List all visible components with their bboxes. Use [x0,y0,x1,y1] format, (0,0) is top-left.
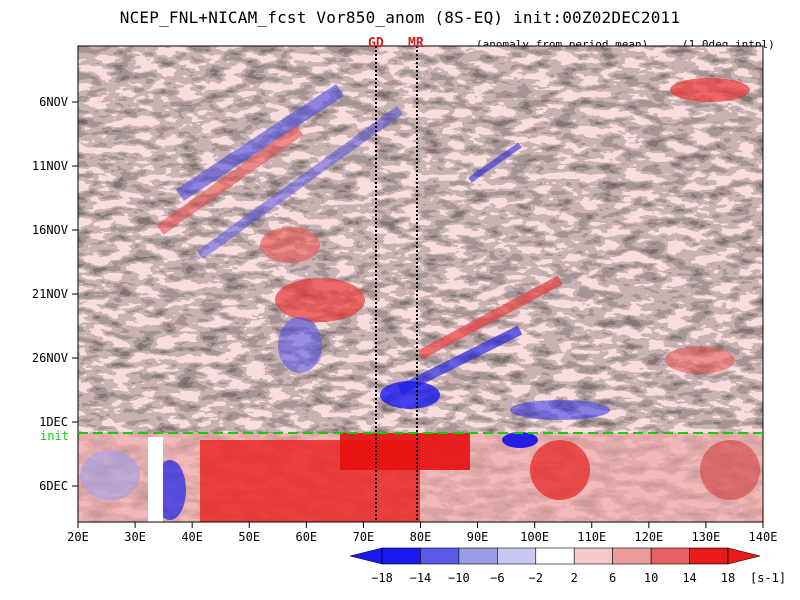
y-tick-label: 11NOV [32,159,68,173]
y-tick-label: 26NOV [32,351,68,365]
vorticity-field [78,46,763,522]
colorbar-tick-label: 10 [644,571,658,585]
colorbar-segment [381,547,421,565]
x-tick-label: 60E [295,530,317,544]
site-label-gd: GD [368,36,384,51]
colorbar-tick-label: 2 [571,571,578,585]
x-tick-label: 30E [124,530,146,544]
colorbar-tick-label: 18 [721,571,735,585]
colorbar-segment [535,547,575,565]
x-tick-label: 110E [577,530,606,544]
colorbar: −18 −14 −10 −6 −2 2 6 10 14 18 [s-1] [349,547,786,585]
x-tick-label: 40E [181,530,203,544]
x-tick-label: 80E [410,530,432,544]
colorbar-segment [420,547,460,565]
y-tick-label: 6NOV [39,95,68,109]
colorbar-tick-label: −14 [410,571,432,585]
colorbar-segment [497,547,537,565]
x-tick-label: 140E [749,530,778,544]
colorbar-tick-label: −18 [371,571,393,585]
y-tick-label: 1DEC [39,415,68,429]
y-tick-label: 6DEC [39,479,68,493]
colorbar-segment [612,547,652,565]
site-label-mr: MR [408,36,424,51]
x-tick-label: 70E [353,530,375,544]
x-tick-label: 90E [467,530,489,544]
y-tick-label: 21NOV [32,287,68,301]
x-tick-label: 120E [634,530,663,544]
colorbar-tick-label: −2 [529,571,543,585]
colorbar-segment [573,547,613,565]
y-axis: 6NOV 11NOV 16NOV 21NOV 26NOV 1DEC 6DEC [32,95,78,493]
colorbar-segment [458,547,498,565]
colorbar-extend-high [727,547,761,565]
chart-title: NCEP_FNL+NICAM_fcst Vor850_anom (8S-EQ) … [119,8,681,27]
x-axis: 20E 30E 40E 50E 60E 70E 80E 90E 100E 110E 120E 130E… [67,522,777,544]
colorbar-segment [650,547,690,565]
colorbar-tick-label: −10 [448,571,470,585]
colorbar-extend-low [349,547,383,565]
x-tick-label: 130E [691,530,720,544]
x-tick-label: 20E [67,530,89,544]
colorbar-segment [689,547,729,565]
x-tick-label: 100E [520,530,549,544]
colorbar-tick-label: −6 [490,571,504,585]
init-label: init [40,429,69,443]
y-tick-label: 16NOV [32,223,68,237]
colorbar-unit: [s-1] [750,571,786,585]
colorbar-tick-label: 14 [682,571,696,585]
colorbar-tick-label: 6 [609,571,616,585]
x-tick-label: 50E [238,530,260,544]
